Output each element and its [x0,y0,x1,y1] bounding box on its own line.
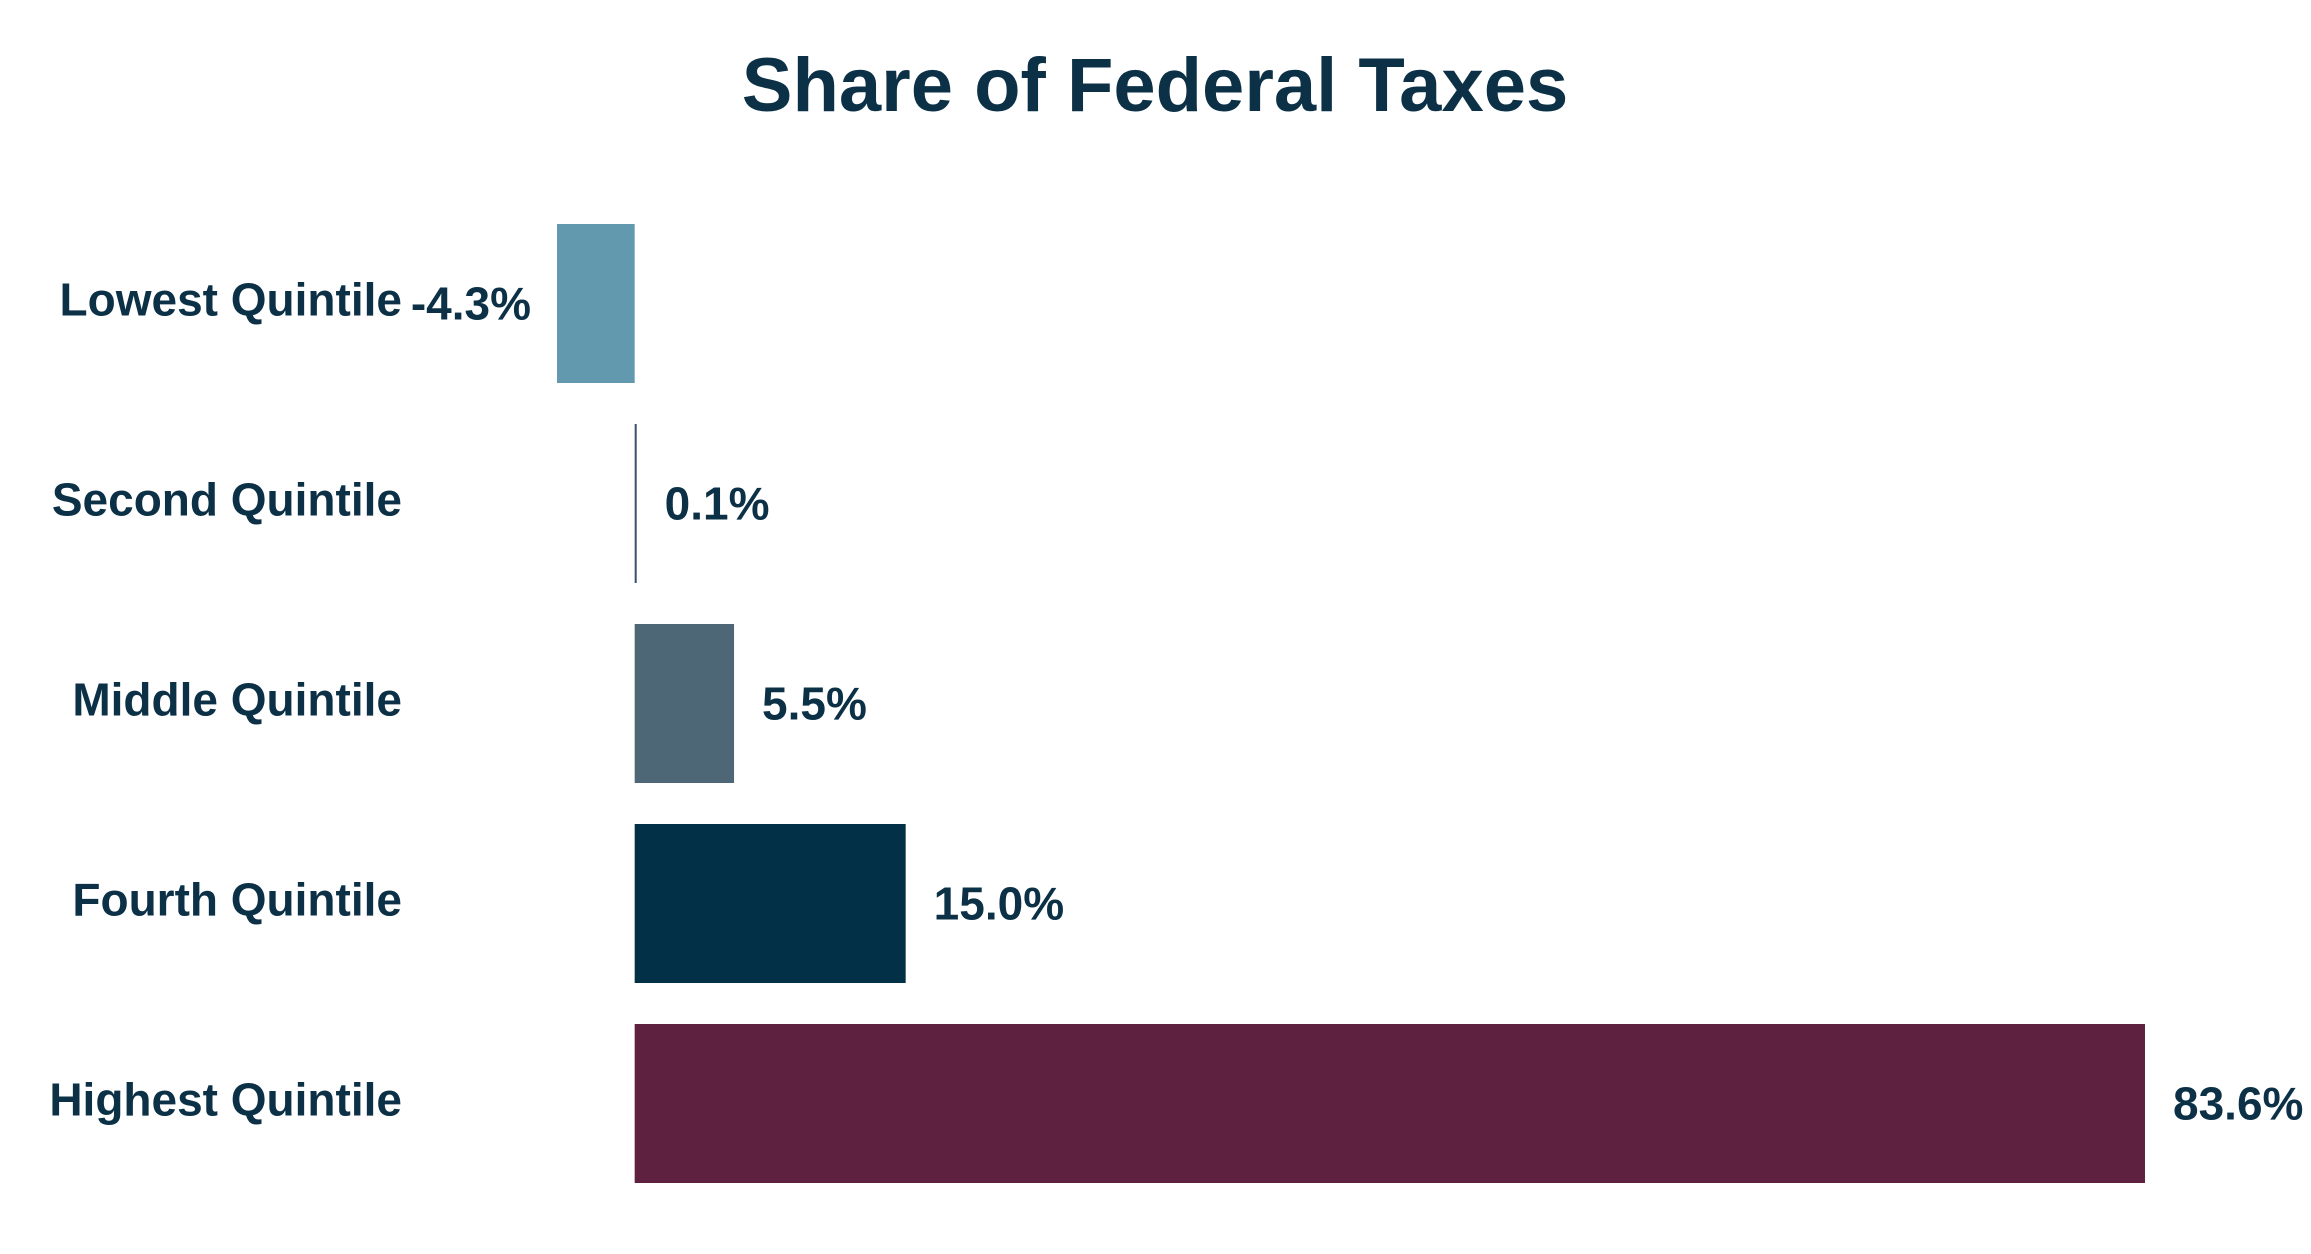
value-label: 15.0% [934,878,1064,930]
category-label: Lowest Quintile [60,274,402,326]
value-label: -4.3% [411,278,531,330]
bar [634,424,637,583]
category-label: Middle Quintile [72,674,402,726]
bar [557,224,635,383]
chart-title: Share of Federal Taxes [742,43,1569,128]
bar [634,624,735,783]
value-label: 5.5% [762,678,867,730]
category-label: Fourth Quintile [72,874,402,926]
value-label: 0.1% [665,478,770,530]
category-label: Second Quintile [52,474,402,526]
bar [634,1024,2145,1183]
bar [634,824,906,983]
value-label: 83.6% [2173,1078,2303,1130]
category-label: Highest Quintile [49,1074,402,1126]
